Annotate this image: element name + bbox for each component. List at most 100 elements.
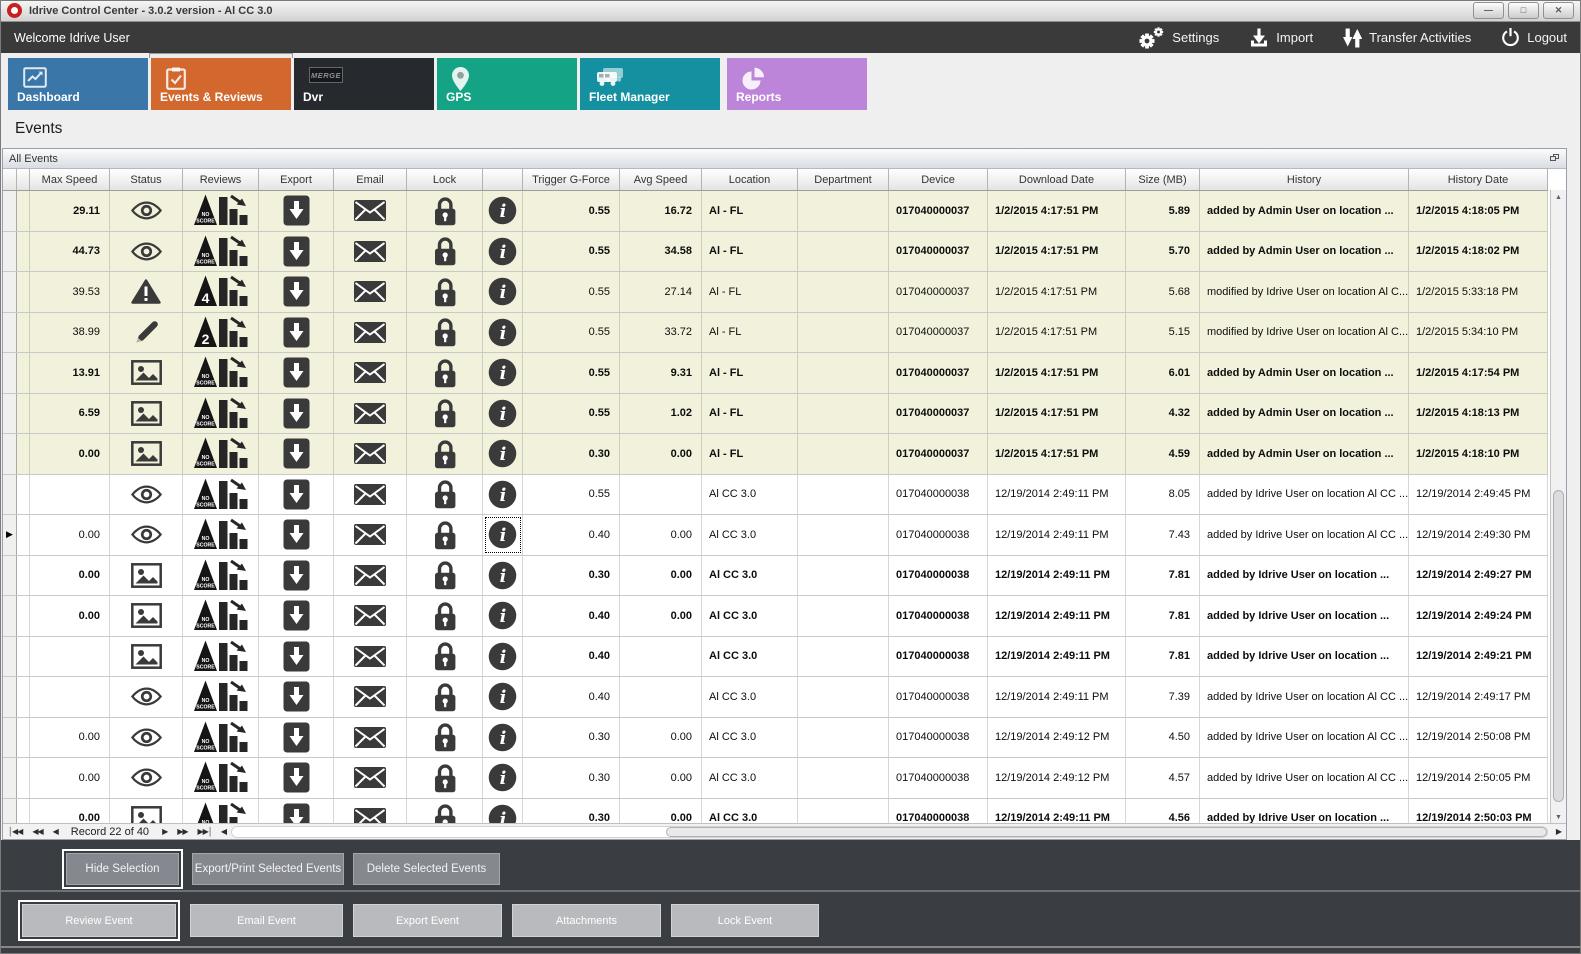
image-status-icon[interactable] bbox=[110, 555, 183, 595]
eye-status-icon[interactable] bbox=[110, 474, 183, 514]
column-header-blank[interactable] bbox=[3, 169, 17, 190]
image-status-icon[interactable] bbox=[110, 393, 183, 433]
export-icon[interactable] bbox=[259, 231, 334, 271]
vertical-scrollbar[interactable]: ▲ ▼ bbox=[1550, 190, 1566, 825]
warning-status-icon[interactable] bbox=[110, 272, 183, 312]
hide-selection-button[interactable]: Hide Selection bbox=[66, 853, 179, 885]
export-icon[interactable] bbox=[259, 515, 334, 555]
nav-prev-page-icon[interactable]: ◀◀ bbox=[32, 826, 43, 836]
lock-icon[interactable] bbox=[407, 312, 483, 352]
info-icon[interactable]: i bbox=[483, 353, 523, 393]
email-icon[interactable] bbox=[334, 555, 407, 595]
lock-icon[interactable] bbox=[407, 636, 483, 676]
export-icon[interactable] bbox=[259, 434, 334, 474]
email-icon[interactable] bbox=[334, 312, 407, 352]
email-icon[interactable] bbox=[334, 191, 407, 231]
lock-event-button[interactable]: Lock Event bbox=[671, 904, 819, 937]
info-icon[interactable]: i bbox=[483, 191, 523, 231]
image-status-icon[interactable] bbox=[110, 798, 183, 826]
column-header-blank[interactable] bbox=[17, 169, 30, 190]
export-icon[interactable] bbox=[259, 353, 334, 393]
info-icon[interactable]: i bbox=[483, 596, 523, 636]
info-icon[interactable]: i bbox=[483, 798, 523, 826]
export-icon[interactable] bbox=[259, 798, 334, 826]
info-icon[interactable]: i bbox=[483, 555, 523, 595]
export-event-button[interactable]: Export Event bbox=[353, 904, 502, 937]
info-icon[interactable]: i bbox=[483, 717, 523, 757]
lock-icon[interactable] bbox=[407, 717, 483, 757]
nav-first-icon[interactable]: │◀◀ bbox=[8, 826, 23, 836]
export-icon[interactable] bbox=[259, 555, 334, 595]
image-status-icon[interactable] bbox=[110, 596, 183, 636]
export-icon[interactable] bbox=[259, 272, 334, 312]
column-header-reviews[interactable]: Reviews bbox=[183, 169, 259, 190]
scroll-up-icon[interactable]: ▲ bbox=[1555, 194, 1562, 201]
info-icon[interactable]: i bbox=[483, 393, 523, 433]
tab-dvr[interactable]: MERGE Dvr bbox=[294, 58, 434, 110]
info-icon[interactable]: i bbox=[483, 231, 523, 271]
lock-icon[interactable] bbox=[407, 677, 483, 717]
review-score-icon[interactable]: 2 bbox=[183, 312, 259, 352]
info-icon[interactable]: i bbox=[483, 272, 523, 312]
column-header-size-mb[interactable]: Size (MB) bbox=[1126, 169, 1200, 190]
tab-gps[interactable]: GPS bbox=[437, 58, 577, 110]
info-icon[interactable]: i bbox=[483, 677, 523, 717]
export-icon[interactable] bbox=[259, 636, 334, 676]
minimize-button[interactable]: — bbox=[1473, 2, 1504, 19]
lock-icon[interactable] bbox=[407, 191, 483, 231]
tab-dashboard[interactable]: Dashboard bbox=[8, 58, 148, 110]
import-menu-item[interactable]: Import bbox=[1249, 28, 1313, 48]
image-status-icon[interactable] bbox=[110, 353, 183, 393]
settings-menu-item[interactable]: Settings bbox=[1137, 26, 1219, 50]
lock-icon[interactable] bbox=[407, 758, 483, 798]
tab-events-reviews[interactable]: Events & Reviews bbox=[149, 53, 293, 110]
column-header-device[interactable]: Device bbox=[889, 169, 988, 190]
tab-reports[interactable]: Reports bbox=[727, 58, 867, 110]
lock-icon[interactable] bbox=[407, 596, 483, 636]
email-icon[interactable] bbox=[334, 434, 407, 474]
email-icon[interactable] bbox=[334, 231, 407, 271]
export-icon[interactable] bbox=[259, 191, 334, 231]
eye-status-icon[interactable] bbox=[110, 717, 183, 757]
column-header-max-speed[interactable]: Max Speed bbox=[30, 169, 110, 190]
column-header-trigger-g-force[interactable]: Trigger G-Force bbox=[523, 169, 620, 190]
image-status-icon[interactable] bbox=[110, 636, 183, 676]
email-icon[interactable] bbox=[334, 474, 407, 514]
column-header-download-date[interactable]: Download Date bbox=[988, 169, 1126, 190]
export-icon[interactable] bbox=[259, 717, 334, 757]
column-header-email[interactable]: Email bbox=[334, 169, 407, 190]
column-header-export[interactable]: Export bbox=[259, 169, 334, 190]
export-icon[interactable] bbox=[259, 474, 334, 514]
close-button[interactable]: ✕ bbox=[1543, 2, 1574, 19]
lock-icon[interactable] bbox=[407, 555, 483, 595]
lock-icon[interactable] bbox=[407, 434, 483, 474]
hscroll-right-icon[interactable]: ▶ bbox=[1555, 827, 1562, 836]
email-icon[interactable] bbox=[334, 758, 407, 798]
email-icon[interactable] bbox=[334, 393, 407, 433]
pencil-status-icon[interactable] bbox=[110, 312, 183, 352]
lock-icon[interactable] bbox=[407, 272, 483, 312]
export-icon[interactable] bbox=[259, 677, 334, 717]
email-icon[interactable] bbox=[334, 636, 407, 676]
email-icon[interactable] bbox=[334, 717, 407, 757]
export-icon[interactable] bbox=[259, 393, 334, 433]
info-icon[interactable]: i bbox=[483, 758, 523, 798]
lock-icon[interactable] bbox=[407, 474, 483, 514]
scroll-down-icon[interactable]: ▼ bbox=[1555, 814, 1562, 821]
info-icon[interactable]: i bbox=[483, 515, 523, 555]
